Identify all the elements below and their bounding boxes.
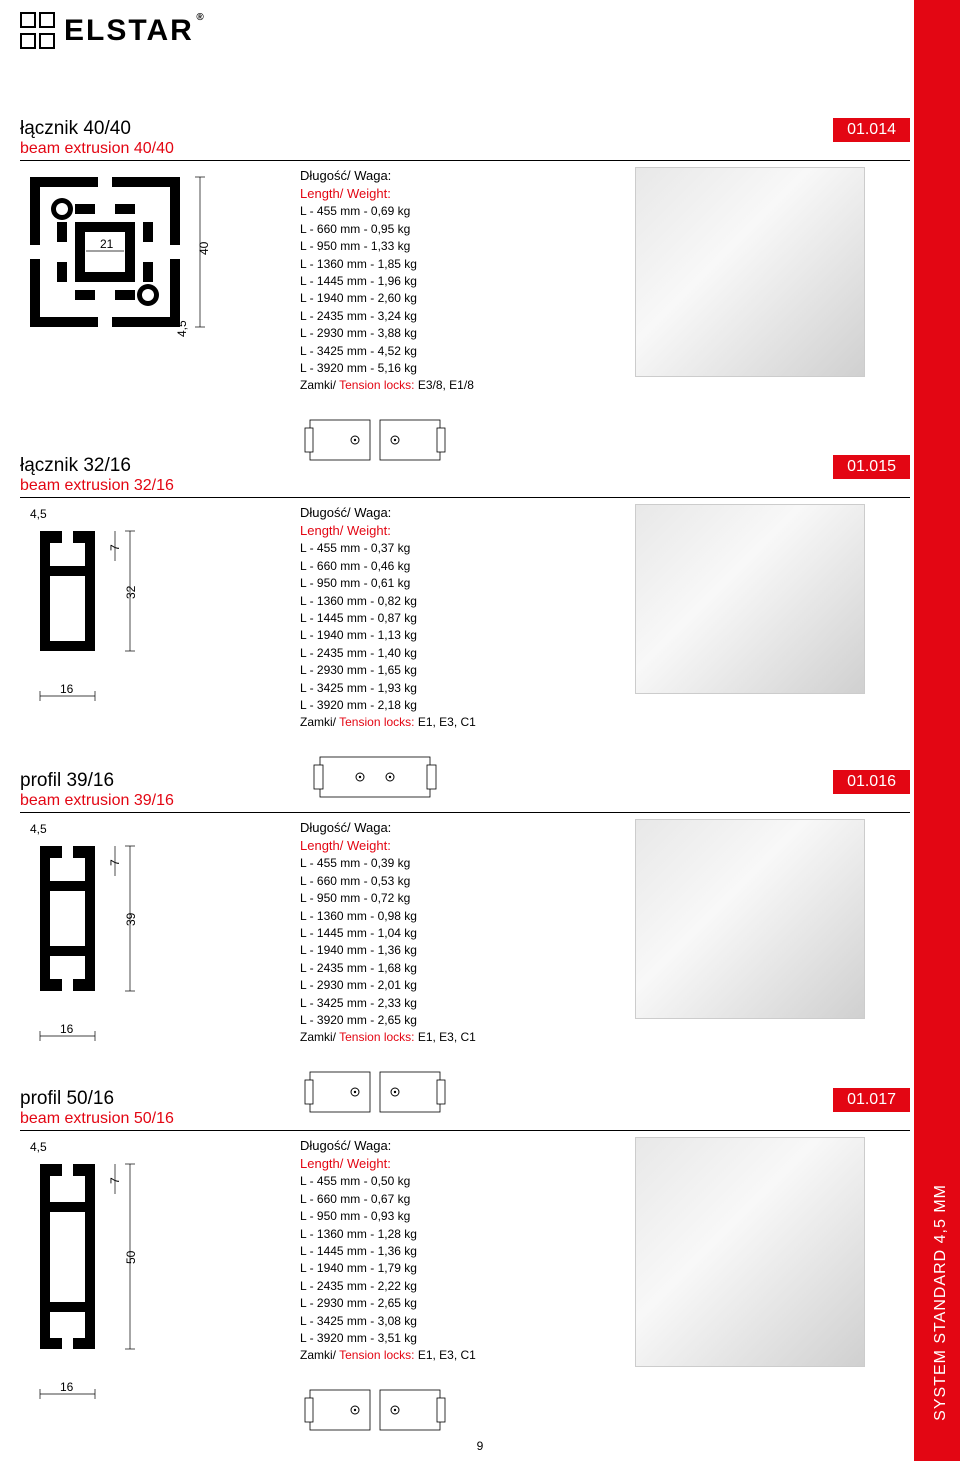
profile-drawing: 4,5 7 39 16 — [20, 819, 270, 1127]
svg-text:32: 32 — [124, 585, 138, 599]
product-render — [635, 819, 865, 1019]
spec-label-en: Length/ Weight: — [300, 837, 560, 855]
title-pl: profil 50/16 — [20, 1088, 910, 1110]
spec-label-pl: Długość/ Waga: — [300, 167, 560, 185]
spec-list: L - 455 mm - 0,37 kg L - 660 mm - 0,46 k… — [300, 540, 560, 714]
section-01-016: 01.016 profil 39/16 beam extrusion 39/16… — [20, 770, 910, 1127]
product-code: 01.015 — [833, 455, 910, 479]
dim-slot: 4,5 — [30, 507, 47, 521]
svg-text:16: 16 — [60, 1022, 74, 1036]
product-render — [635, 504, 865, 694]
product-code: 01.014 — [833, 118, 910, 142]
title-en: beam extrusion 40/40 — [20, 140, 174, 158]
title-pl: łącznik 40/40 — [20, 118, 910, 140]
title-en: beam extrusion 32/16 — [20, 477, 174, 495]
locks-line: Zamki/ Tension locks: E1, E3, C1 — [300, 714, 560, 731]
spec-label-en: Length/ Weight: — [300, 1155, 560, 1173]
brand-name: ELSTAR® — [64, 14, 194, 48]
spec-label-pl: Długość/ Waga: — [300, 819, 560, 837]
side-accent-bar: SYSTEM STANDARD 4,5 MM — [914, 0, 960, 1461]
section-01-017: 01.017 profil 50/16 beam extrusion 50/16… — [20, 1088, 910, 1445]
side-label: SYSTEM STANDARD 4,5 MM — [932, 1184, 950, 1421]
page-number: 9 — [477, 1439, 484, 1453]
locks-line: Zamki/ Tension locks: E3/8, E1/8 — [300, 377, 560, 394]
product-render — [635, 167, 865, 377]
product-render — [635, 1137, 865, 1367]
spec-list: L - 455 mm - 0,39 kg L - 660 mm - 0,53 k… — [300, 855, 560, 1029]
dim-h: 40 — [197, 241, 211, 255]
dim-slot: 4,5 — [30, 1140, 47, 1154]
brand-logo: ELSTAR® — [20, 12, 194, 50]
title-pl: łącznik 32/16 — [20, 455, 910, 477]
svg-text:7: 7 — [108, 544, 122, 551]
dim-slot: 4,5 — [30, 822, 47, 836]
spec-label-en: Length/ Weight: — [300, 522, 560, 540]
svg-text:7: 7 — [108, 1177, 122, 1184]
spec-label-en: Length/ Weight: — [300, 185, 560, 203]
profile-drawing: 4,5 7 50 16 — [20, 1137, 270, 1445]
product-code: 01.016 — [833, 770, 910, 794]
spec-list: L - 455 mm - 0,50 kg L - 660 mm - 0,67 k… — [300, 1173, 560, 1347]
svg-text:7: 7 — [108, 859, 122, 866]
spec-label-pl: Długość/ Waga: — [300, 504, 560, 522]
svg-text:50: 50 — [124, 1250, 138, 1264]
title-en: beam extrusion 50/16 — [20, 1110, 174, 1128]
connector-icon — [300, 1375, 450, 1445]
svg-text:16: 16 — [60, 682, 74, 696]
profile-drawing: 4,5 7 32 16 — [20, 504, 270, 812]
svg-text:16: 16 — [60, 1380, 74, 1394]
profile-drawing: 21 40 4,5 — [20, 167, 270, 475]
section-01-015: 01.015 łącznik 32/16 beam extrusion 32/1… — [20, 455, 910, 812]
logo-mark-icon — [20, 12, 58, 50]
locks-line: Zamki/ Tension locks: E1, E3, C1 — [300, 1347, 560, 1364]
section-01-014: 01.014 łącznik 40/40 beam extrusion 40/4… — [20, 118, 910, 475]
title-en: beam extrusion 39/16 — [20, 792, 174, 810]
locks-line: Zamki/ Tension locks: E1, E3, C1 — [300, 1029, 560, 1046]
spec-list: L - 455 mm - 0,69 kg L - 660 mm - 0,95 k… — [300, 203, 560, 377]
title-pl: profil 39/16 — [20, 770, 910, 792]
spec-label-pl: Długość/ Waga: — [300, 1137, 560, 1155]
dim-edge: 4,5 — [175, 320, 189, 337]
dim-slot: 21 — [100, 237, 114, 251]
svg-text:39: 39 — [124, 912, 138, 926]
product-code: 01.017 — [833, 1088, 910, 1112]
